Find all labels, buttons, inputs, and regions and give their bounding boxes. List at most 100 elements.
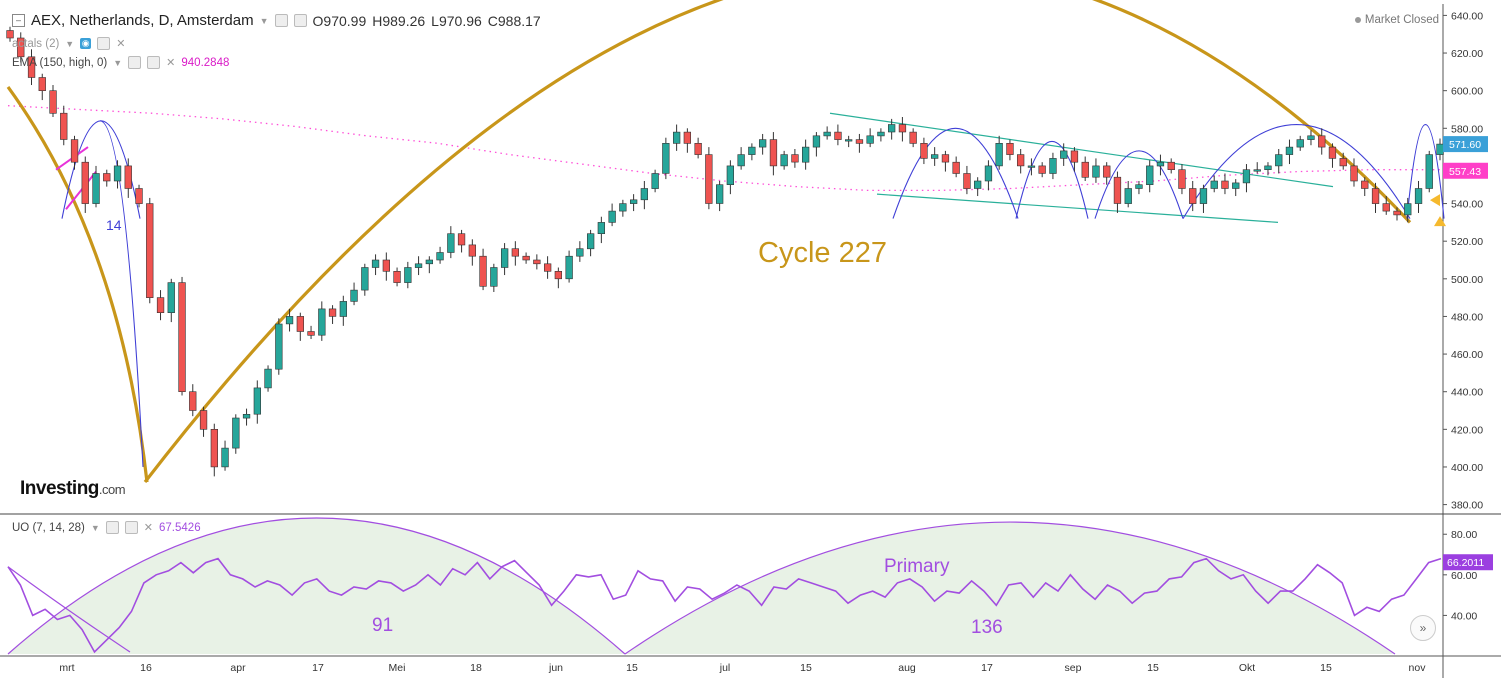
close-icon[interactable]: ✕ (116, 38, 126, 50)
candle (1393, 207, 1401, 221)
candle (232, 414, 240, 454)
candle-body (1199, 188, 1208, 204)
candle (1242, 164, 1251, 193)
candle (1371, 182, 1380, 213)
price-tag-label: 571.60 (1449, 139, 1481, 151)
candle (38, 73, 46, 101)
candle (823, 126, 831, 140)
candle-body (60, 112, 68, 140)
chevron-down-icon[interactable]: ▼ (113, 57, 123, 68)
candle (1210, 175, 1218, 193)
candle-body (887, 124, 896, 133)
candle-body (834, 131, 842, 140)
candle-body (350, 289, 358, 302)
candle-body (414, 263, 423, 268)
candle (812, 132, 821, 157)
indicator-ema[interactable]: EMA (150, high, 0) ▼ ✕ 940.2848 (12, 56, 229, 69)
time-tick-label: nov (1409, 662, 1427, 674)
candle-body (812, 135, 821, 148)
chart-header: – AEX, Netherlands, D, Amsterdam ▼ O970.… (12, 12, 541, 29)
chevron-down-icon[interactable]: ▼ (90, 522, 100, 533)
ohlc-close: C988.17 (487, 12, 541, 29)
uo-tick-label: 40.00 (1451, 610, 1477, 622)
eye-icon[interactable] (105, 521, 119, 534)
uo-value-tag-label: 66.2011 (1447, 557, 1484, 569)
candle (199, 406, 208, 437)
candle-body (6, 30, 14, 39)
candle-body (167, 282, 175, 314)
settings-icon[interactable] (147, 56, 161, 69)
logo-suffix: .com (98, 482, 126, 497)
indicator-value: 940.2848 (181, 56, 230, 69)
price-tick-label: 520.00 (1451, 236, 1483, 248)
investing-logo: Investing.com (20, 478, 126, 500)
scroll-right-button[interactable]: » (1410, 615, 1436, 641)
candle-body (823, 131, 831, 137)
candle-body (1328, 146, 1337, 159)
candle-body (221, 447, 229, 468)
settings-icon[interactable] (274, 14, 288, 27)
candle (457, 229, 466, 253)
candle-body (1339, 158, 1347, 167)
candle-body (92, 173, 100, 204)
candle (662, 137, 670, 180)
candle-body (457, 233, 466, 246)
candle-body (1210, 180, 1218, 189)
candle (758, 133, 767, 155)
candle (92, 165, 100, 208)
candle-body (318, 308, 326, 336)
eye-icon[interactable] (128, 56, 142, 69)
ohlc-low: L970.96 (431, 12, 482, 29)
candle-body (1350, 165, 1358, 182)
fractal-arrow-icon (1430, 194, 1440, 207)
candle (500, 243, 509, 276)
candle-body (253, 387, 261, 415)
candle-body (189, 391, 197, 411)
candle-body (780, 154, 788, 167)
candle (608, 203, 616, 227)
candle (350, 282, 358, 306)
candle-body (1167, 161, 1175, 170)
candle (1092, 158, 1100, 183)
price-tag-label: 557.43 (1449, 166, 1481, 178)
candle-body (952, 161, 960, 174)
price-tick-label: 600.00 (1451, 86, 1483, 98)
candle-body (1371, 188, 1380, 204)
candle (640, 180, 648, 210)
close-icon[interactable]: ✕ (143, 522, 154, 534)
candle-body (1038, 165, 1046, 174)
time-tick-label: apr (230, 662, 246, 674)
candle-body (984, 165, 993, 182)
chevron-down-icon[interactable]: ▼ (65, 38, 75, 49)
candle-body (963, 173, 971, 189)
candle (414, 256, 423, 276)
candle (490, 263, 498, 292)
candle-body (898, 124, 907, 133)
cycle-14-label: 14 (106, 217, 122, 233)
candle (60, 105, 68, 146)
settings-icon[interactable] (97, 37, 111, 50)
candle-body (726, 165, 734, 185)
ohlc-open: O970.99 (312, 12, 367, 29)
gear-icon[interactable] (293, 14, 307, 27)
close-icon[interactable]: ✕ (166, 57, 176, 69)
collapse-icon[interactable]: – (12, 14, 25, 27)
chevron-down-icon[interactable]: ▼ (259, 15, 269, 26)
candle-body (468, 244, 476, 257)
candle-body (748, 146, 756, 155)
symbol-title[interactable]: AEX, Netherlands, D, Amsterdam (31, 12, 254, 29)
candle-body (27, 56, 36, 78)
indicator-uo[interactable]: UO (7, 14, 28) ▼ ✕ 67.5426 (12, 521, 201, 534)
eye-icon[interactable]: ◉ (80, 38, 92, 49)
candle (167, 278, 175, 323)
candle (834, 124, 842, 146)
settings-icon[interactable] (124, 521, 138, 534)
candle (1027, 158, 1036, 176)
candle-body (1264, 165, 1272, 170)
primary-label: Primary (884, 556, 950, 577)
candle (1167, 158, 1175, 174)
candle (1318, 128, 1326, 155)
indicator-fractals[interactable]: actals (2) ▼ ◉ ✕ (12, 37, 125, 50)
price-tick-label: 380.00 (1451, 500, 1483, 512)
